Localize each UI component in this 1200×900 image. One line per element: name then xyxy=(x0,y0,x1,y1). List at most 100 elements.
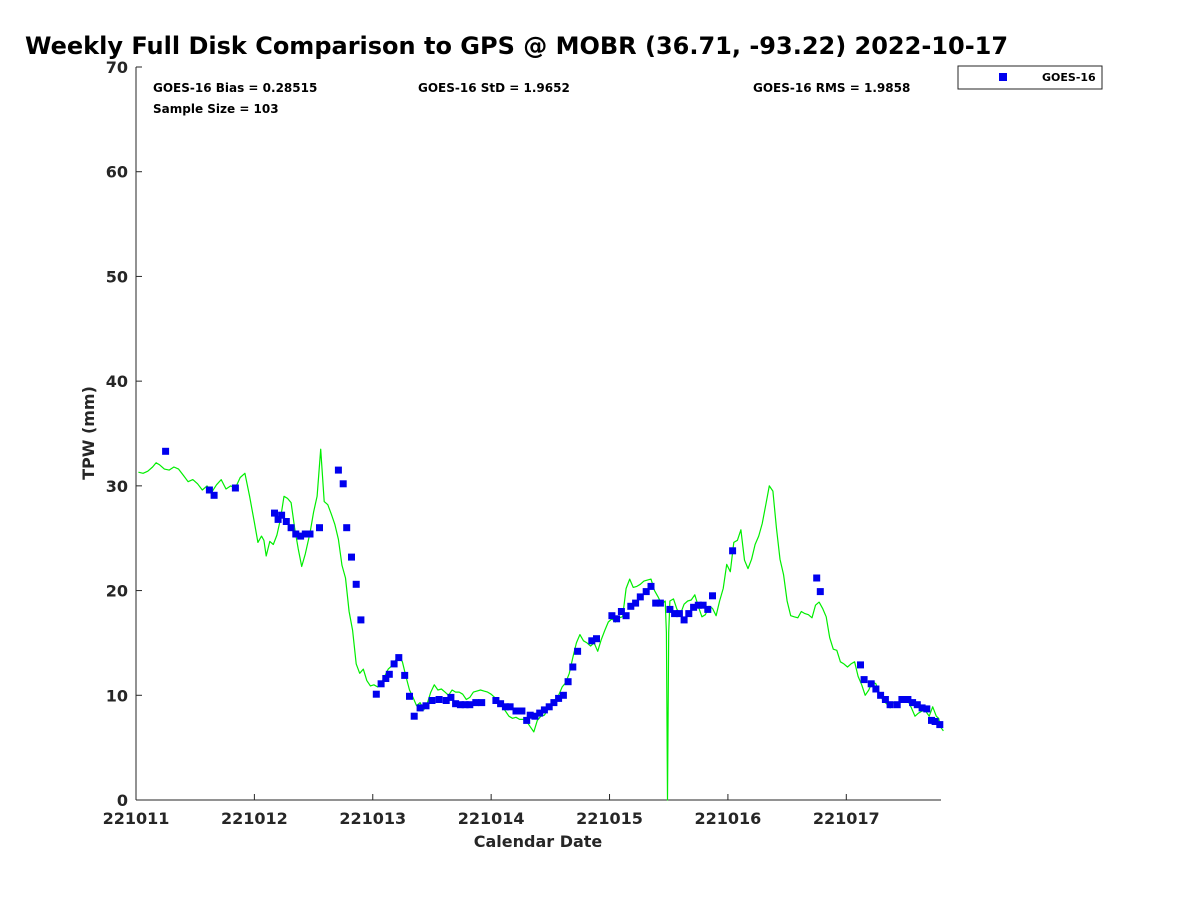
legend-box xyxy=(957,65,1103,90)
goes-16-point xyxy=(690,603,698,611)
y-tick-label: 10 xyxy=(106,686,128,705)
goes-16-point xyxy=(278,511,286,519)
goes-16-point xyxy=(545,703,553,711)
goes-16-point xyxy=(282,518,290,525)
goes-16-point xyxy=(559,691,567,699)
goes-16-point xyxy=(461,701,469,709)
goes-16-point xyxy=(478,699,486,707)
x-axis: 221011 221012 221013 221014 221015 221016 2210… xyxy=(103,794,880,828)
goes-16-point xyxy=(622,612,630,620)
goes-16-point xyxy=(287,524,295,532)
x-tick-label: 221015 xyxy=(576,809,643,828)
goes-16-point xyxy=(675,610,683,618)
goes-16-point xyxy=(292,530,300,538)
goes-16-point xyxy=(531,712,539,720)
y-tick-label: 0 xyxy=(117,791,128,810)
goes-16-point xyxy=(422,702,430,710)
goes-16-point xyxy=(666,605,674,613)
y-tick-label: 50 xyxy=(106,267,128,286)
goes-16-point xyxy=(574,647,582,655)
goes-16-point xyxy=(472,699,480,707)
stat-rms: GOES-16 RMS = 1.9858 xyxy=(753,81,910,95)
goes-16-point xyxy=(348,553,355,561)
goes-16-point xyxy=(923,705,931,713)
goes-16-point xyxy=(395,654,403,662)
goes-16-point xyxy=(306,530,314,538)
stat-sample-size: Sample Size = 103 xyxy=(153,102,279,116)
goes-16-point xyxy=(205,486,213,494)
goes-16-point xyxy=(555,694,563,702)
goes-16-point xyxy=(680,616,688,624)
goes-16-point xyxy=(501,703,509,711)
goes-16-point xyxy=(523,716,531,724)
goes-16-point xyxy=(210,491,218,499)
goes-16-point xyxy=(893,701,901,709)
goes-16-point xyxy=(456,701,464,709)
chart-title: Weekly Full Disk Comparison to GPS @ MOB… xyxy=(25,32,1008,60)
goes-16-point xyxy=(918,704,926,712)
goes-16-point xyxy=(564,678,572,686)
goes-16-point xyxy=(694,601,702,609)
goes-16-point xyxy=(872,685,880,693)
x-tick-label: 221014 xyxy=(458,809,525,828)
goes-16-point xyxy=(518,707,526,715)
goes-16-point xyxy=(813,574,821,582)
goes-16-point xyxy=(343,524,351,532)
goes-16-point xyxy=(936,721,944,729)
goes-16-point xyxy=(512,707,520,715)
goes-16-point xyxy=(406,692,413,700)
goes-16-point xyxy=(334,466,342,474)
goes-16-point xyxy=(162,447,170,455)
goes-16-point xyxy=(428,697,436,704)
goes-16-point xyxy=(447,693,455,701)
goes-16-point xyxy=(382,675,390,682)
gps-series xyxy=(138,448,944,801)
goes-16-point xyxy=(339,480,347,488)
goes-16-point xyxy=(656,599,664,607)
goes-16-point xyxy=(860,676,868,684)
goes-16-point xyxy=(867,680,875,688)
goes-16-point xyxy=(729,547,737,555)
x-axis-label: Calendar Date xyxy=(474,832,603,851)
goes-16-point xyxy=(709,592,716,600)
goes-16-point xyxy=(435,696,443,703)
goes-16-point xyxy=(569,663,577,671)
goes-16-point xyxy=(636,593,644,601)
y-tick-label: 60 xyxy=(106,163,128,182)
stat-std: GOES-16 StD = 1.9652 xyxy=(418,81,570,95)
goes-16-point xyxy=(442,697,450,704)
goes-16-point xyxy=(410,712,418,720)
goes-16-point xyxy=(297,532,305,540)
y-axis: 0 10 20 30 40 50 60 70 xyxy=(106,58,142,810)
goes-16-point xyxy=(608,612,616,620)
goes-16-point xyxy=(390,660,398,668)
goes-16-point xyxy=(881,696,889,703)
y-axis-label: TPW (mm) xyxy=(79,386,98,480)
x-tick-label: 221013 xyxy=(339,809,406,828)
goes-16-point xyxy=(377,680,385,688)
goes-16-point xyxy=(352,580,360,588)
goes-16-point xyxy=(904,696,912,703)
goes-16-point xyxy=(416,704,424,712)
goes-16-point xyxy=(671,610,679,618)
goes-16-point xyxy=(685,610,693,618)
goes-16-point xyxy=(613,615,621,623)
goes-16-point xyxy=(492,697,500,704)
goes-16-point xyxy=(231,484,239,492)
goes-16-point xyxy=(627,602,635,610)
x-tick-label: 221011 xyxy=(103,809,170,828)
x-tick-label: 221016 xyxy=(695,809,762,828)
goes-16-point xyxy=(913,701,921,709)
goes-16-point xyxy=(647,582,655,590)
y-tick-label: 30 xyxy=(106,477,128,496)
goes-16-series xyxy=(162,447,944,729)
goes-16-point xyxy=(271,509,278,517)
goes-16-point xyxy=(526,711,534,719)
goes-16-point xyxy=(704,605,712,613)
goes-16-point xyxy=(909,699,917,707)
goes-16-point xyxy=(877,691,885,699)
goes-16-point xyxy=(652,599,660,607)
goes-16-point xyxy=(401,671,409,679)
x-tick-label: 221017 xyxy=(813,809,880,828)
goes-16-point xyxy=(642,588,650,596)
